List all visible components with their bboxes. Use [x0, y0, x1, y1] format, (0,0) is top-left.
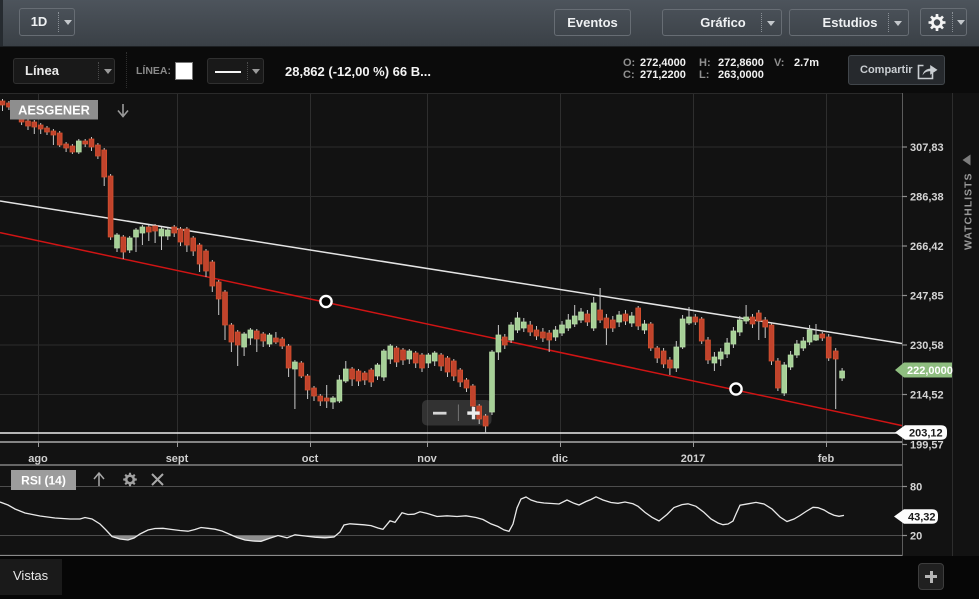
svg-text:RSI (14): RSI (14) [21, 474, 66, 488]
svg-text:266,42: 266,42 [910, 241, 944, 253]
svg-text:199,57: 199,57 [910, 440, 944, 452]
svg-text:feb: feb [818, 453, 835, 465]
svg-text:247,85: 247,85 [910, 291, 944, 303]
svg-text:214,52: 214,52 [910, 390, 944, 402]
svg-text:307,83: 307,83 [910, 142, 944, 154]
svg-text:dic: dic [552, 453, 568, 465]
svg-text:oct: oct [302, 453, 319, 465]
svg-text:WATCHLISTS: WATCHLISTS [963, 173, 975, 250]
svg-text:sept: sept [166, 453, 189, 465]
svg-text:2017: 2017 [681, 453, 705, 465]
svg-text:230,58: 230,58 [910, 340, 944, 352]
svg-text:ago: ago [28, 453, 48, 465]
svg-text:43,32: 43,32 [908, 512, 936, 524]
svg-text:222,0000: 222,0000 [907, 365, 953, 377]
svg-text:80: 80 [910, 482, 922, 494]
svg-text:20: 20 [910, 531, 922, 543]
svg-text:203,12: 203,12 [909, 428, 943, 440]
svg-text:nov: nov [417, 453, 437, 465]
svg-text:AESGENER: AESGENER [18, 103, 90, 118]
svg-text:286,38: 286,38 [910, 192, 944, 204]
